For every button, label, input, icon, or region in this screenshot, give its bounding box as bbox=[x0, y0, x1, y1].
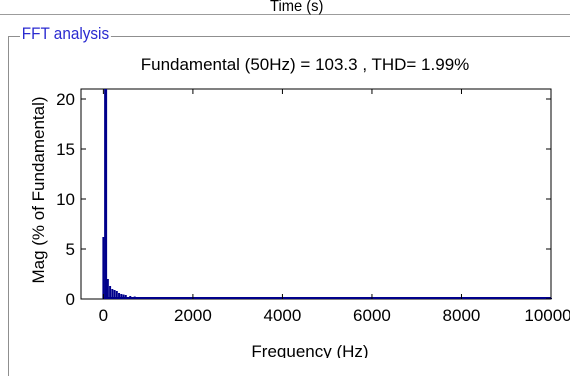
top-divider bbox=[0, 14, 570, 15]
x-tick-label: 4000 bbox=[264, 306, 302, 325]
bar-series bbox=[102, 89, 552, 299]
y-tick-label: 15 bbox=[56, 140, 75, 159]
x-tick-label: 10000 bbox=[524, 306, 570, 325]
panel-title: FFT analysis bbox=[20, 24, 111, 44]
y-tick-label: 10 bbox=[56, 190, 75, 209]
x-axis-label: Frequency (Hz) bbox=[251, 342, 368, 358]
plot-area bbox=[80, 88, 552, 300]
fft-analysis-panel bbox=[8, 36, 570, 376]
chart-title: Fundamental (50Hz) = 103.3 , THD= 1.99% bbox=[141, 55, 470, 74]
y-axis-label: Mag (% of Fundamental) bbox=[29, 96, 48, 283]
y-axis-ticks: 0 5 10 15 20 bbox=[56, 90, 551, 309]
x-tick-label: 0 bbox=[99, 306, 108, 325]
x-tick-label: 6000 bbox=[353, 306, 391, 325]
y-tick-label: 5 bbox=[66, 240, 75, 259]
y-tick-label: 20 bbox=[56, 90, 75, 109]
y-tick-label: 0 bbox=[66, 290, 75, 309]
x-axis-ticks: 0 2000 4000 6000 8000 10000 bbox=[99, 89, 570, 325]
time-axis-label: Time (s) bbox=[270, 0, 324, 15]
x-tick-label: 8000 bbox=[443, 306, 481, 325]
fft-chart: Fundamental (50Hz) = 103.3 , THD= 1.99% … bbox=[29, 55, 570, 358]
x-tick-label: 2000 bbox=[174, 306, 212, 325]
